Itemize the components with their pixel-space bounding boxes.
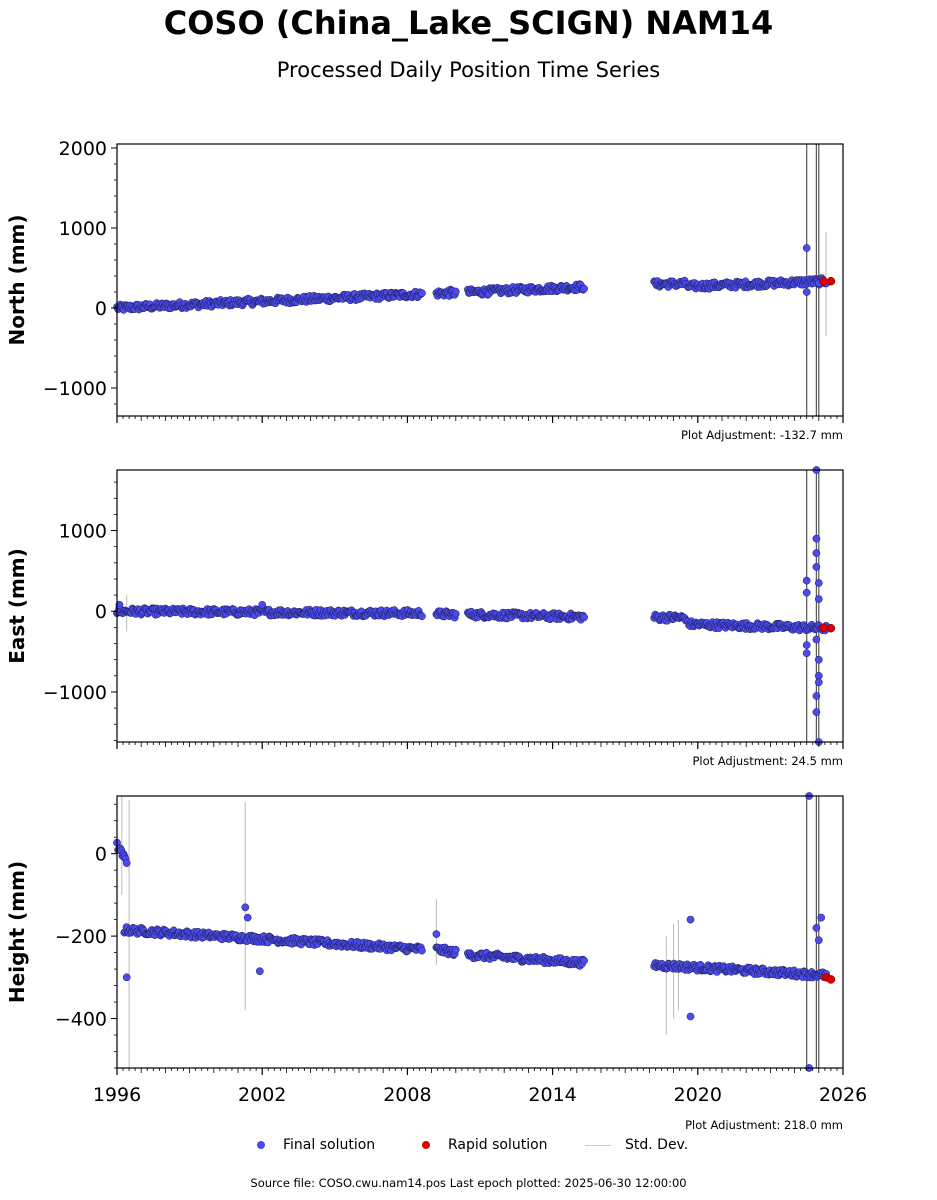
final-outlier-1-12: [812, 635, 821, 644]
final-outlier-1-18: [814, 678, 823, 687]
legend-std-label: Std. Dev.: [625, 1137, 689, 1153]
final-point-2-0-9: [122, 859, 131, 867]
final-outlier-2-3: [255, 967, 264, 976]
final-outlier-1-8: [812, 549, 821, 557]
final-outlier-1-9: [812, 563, 821, 571]
final-outlier-2-2: [243, 913, 252, 922]
final-point-0-2-106: [580, 284, 588, 293]
final-outlier-0-0: [802, 244, 811, 252]
final-outlier-2-9: [817, 913, 826, 922]
plot-adjustment-0: Plot Adjustment: -132.7 mm: [681, 428, 843, 442]
rapid-point-0-1: [826, 276, 836, 286]
final-outlier-2-6: [686, 1012, 695, 1021]
final-point-0-1-18: [451, 287, 460, 296]
plot-adjustment-1: Plot Adjustment: 24.5 mm: [692, 754, 843, 768]
final-outlier-1-10: [814, 579, 823, 587]
final-outlier-2-1: [241, 903, 250, 912]
x-tick-label-4: 2020: [674, 1084, 722, 1106]
rapid-solution-marker-icon: [422, 1141, 430, 1149]
rapid-point-1-1: [826, 623, 836, 633]
y-tick-label-1-2: −1000: [43, 682, 107, 704]
final-outlier-1-2: [802, 576, 811, 585]
final-outlier-1-7: [812, 534, 821, 543]
x-tick-label-3: 2014: [528, 1084, 576, 1106]
final-outlier-2-5: [686, 915, 695, 924]
legend-rapid-label: Rapid solution: [448, 1137, 548, 1153]
final-outlier-1-4: [802, 641, 811, 649]
legend-final-label: Final solution: [283, 1137, 376, 1153]
x-tick-label-5: 2026: [819, 1084, 867, 1106]
final-outlier-1-5: [802, 649, 811, 658]
y-tick-label-1-0: 1000: [59, 521, 107, 543]
final-outlier-2-4: [432, 930, 441, 938]
legend-std: Std. Dev.: [585, 1137, 688, 1153]
final-outlier-1-1: [115, 600, 124, 609]
final-point-2-1-271: [418, 946, 426, 955]
y-tick-label-2-0: 0: [95, 844, 107, 866]
time-series-chart: 2000 1000 0 −1000 North (mm) Plot Adjustment:…: [5, 138, 867, 1130]
legend-final: Final solution: [257, 1137, 375, 1153]
chart-title: COSO (China_Lake_SCIGN) NAM14: [163, 4, 774, 42]
final-outlier-1-16: [812, 708, 821, 716]
chart-subtitle: Processed Daily Position Time Series: [276, 58, 661, 82]
plot-adjustment-2: Plot Adjustment: 218.0 mm: [685, 1118, 843, 1130]
final-outlier-2-10: [814, 936, 823, 945]
final-point-2-3-106: [580, 956, 588, 965]
rapid-point-1-0: [819, 623, 828, 633]
final-outlier-1-14: [814, 671, 823, 680]
source-note: Source file: COSO.cwu.nam14.pos Last epo…: [250, 1176, 687, 1190]
y-tick-label-2-2: −400: [55, 1009, 107, 1031]
final-outlier-2-0: [122, 973, 131, 982]
final-point-1-1-18: [451, 610, 460, 618]
final-outlier-1-3: [802, 588, 811, 597]
final-point-0-0-277: [418, 289, 426, 297]
x-tick-label-1: 2002: [238, 1084, 286, 1106]
final-point-2-2-18: [451, 945, 460, 954]
x-tick-label-2: 2008: [383, 1084, 431, 1106]
y-tick-label-2-1: −200: [55, 926, 107, 948]
final-solution-marker-icon: [257, 1141, 265, 1149]
final-outlier-2-11: [812, 924, 821, 932]
final-outlier-1-15: [812, 692, 821, 700]
y-tick-label-0-2: 0: [95, 298, 107, 320]
y-axis-label-0: North (mm): [5, 214, 29, 345]
y-tick-label-0-1: 1000: [59, 218, 107, 240]
rapid-point-0-0: [819, 276, 828, 286]
final-outlier-0-1: [802, 288, 811, 296]
final-point-1-2-106: [580, 613, 588, 622]
legend-rapid: Rapid solution: [422, 1137, 548, 1153]
final-outlier-1-13: [814, 655, 823, 664]
x-tick-label-0: 1996: [93, 1084, 141, 1106]
y-tick-label-0-0: 2000: [59, 138, 107, 160]
final-outlier-1-0: [258, 600, 267, 609]
y-axis-label-2: Height (mm): [5, 861, 29, 1003]
final-outlier-1-11: [814, 595, 823, 603]
rapid-point-2-1: [826, 975, 836, 984]
y-tick-label-0-3: −1000: [43, 378, 107, 400]
std-dev-line-icon: [585, 1144, 611, 1146]
y-tick-label-1-1: 0: [95, 601, 107, 623]
final-point-1-0-277: [418, 612, 426, 621]
y-axis-label-1: East (mm): [5, 548, 29, 664]
legend: Final solution Rapid solution Std. Dev.: [0, 1137, 937, 1157]
